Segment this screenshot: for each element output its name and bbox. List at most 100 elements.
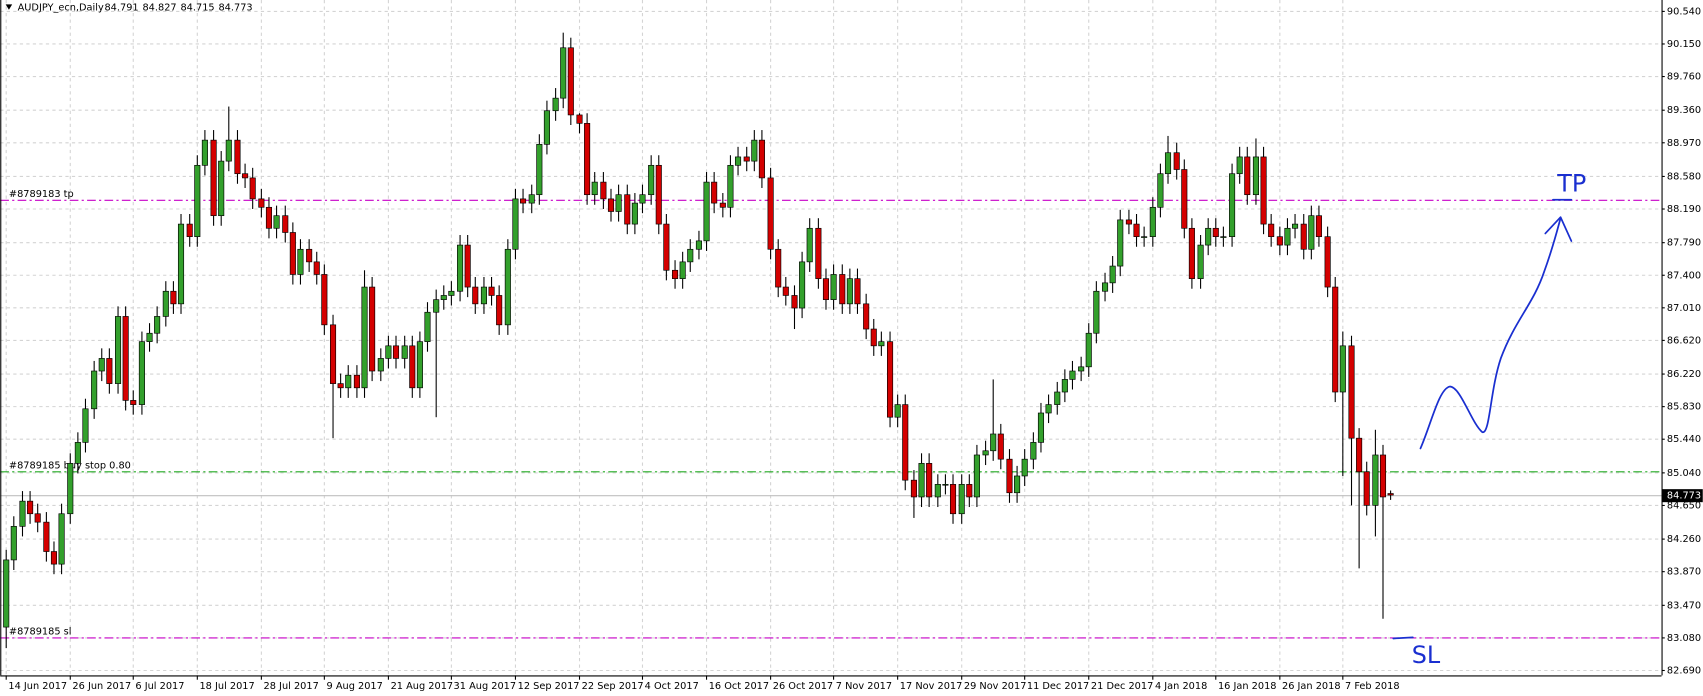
header-arrow [5,4,13,10]
candle-body [282,215,289,233]
candle-body [1093,290,1100,334]
candle-body [43,521,50,552]
candle-body [887,341,894,418]
candle-body [839,274,846,305]
candle-body [982,450,989,456]
candle-body [624,194,631,225]
candle-body [543,110,550,145]
candle-body [775,248,782,288]
candle-body [1315,215,1322,238]
y-tick-label: 83.870 [1667,567,1701,578]
candle-body [1078,366,1085,372]
candle-body [1157,173,1164,208]
candle-body [711,181,718,204]
candle-body [1021,458,1028,477]
tp-annotation: TP [1556,170,1586,198]
candle-body [1252,156,1260,196]
candle-body [353,374,360,389]
candle-body [504,248,511,326]
candle-body [672,269,679,279]
candle-body [50,551,58,565]
candle-body [591,181,598,196]
candle-body [1125,219,1132,225]
candle-body [337,383,344,389]
hand-arrowhead [1544,216,1573,242]
grid [0,0,1662,676]
candle-body [910,479,917,498]
candle-body [210,139,217,217]
candle-body [392,345,400,359]
candle-body [138,341,145,405]
candle-body [894,404,901,418]
candle-body [878,341,885,347]
candle-body [615,194,622,212]
x-tick-label: 22 Sep 2017 [582,681,644,692]
y-tick-label: 82.690 [1667,665,1701,676]
y-tick-label: 84.650 [1667,500,1701,511]
candle-body [74,442,81,464]
candle-body [306,248,313,263]
candle-body [1324,236,1331,288]
y-tick-label: 83.080 [1667,633,1701,644]
header: AUDJPY_ecn,Daily 84.791 84.827 84.715 84… [5,3,253,14]
candle-body [567,47,574,116]
candle-body [1205,227,1212,246]
candle-body [27,500,34,515]
candle-body [1379,454,1387,498]
y-tick-label: 88.190 [1667,204,1701,215]
candle-body [1387,493,1394,496]
candle-body [67,463,74,515]
candle-body [799,261,806,309]
candle-body [679,261,686,279]
candle-body [114,316,122,384]
price-label-box [1661,489,1703,503]
x-tick-label: 4 Jan 2018 [1155,681,1207,692]
candle-body [1348,345,1355,439]
x-tick-label: 4 Oct 2017 [645,681,699,692]
candle-body [3,559,10,628]
y-tick-label: 88.970 [1667,138,1701,149]
candle-body [194,164,201,238]
candle-body [1037,412,1045,443]
candle-body [1284,227,1291,246]
candle-body [58,513,65,565]
low-value: 84.715 [180,3,214,14]
candle-body [815,227,822,279]
candle-body [727,164,734,208]
candle-body [440,295,447,300]
order-level-label: #8789185 sl [9,626,72,637]
candle-body [433,299,440,313]
candle-body [576,114,583,124]
candle-body [480,286,487,305]
hand-curve [1419,217,1562,450]
candle-body [767,177,774,250]
x-tick-label: 11 Dec 2017 [1027,681,1089,692]
hand-drawing: TP SL [1392,170,1586,669]
candle-body [655,164,662,225]
candle-body [177,223,185,305]
x-tick-label: 7 Nov 2017 [836,681,892,692]
x-tick-label: 6 Jul 2017 [135,681,184,692]
candle-body [10,526,17,561]
y-tick-label: 85.830 [1667,402,1701,413]
x-tick-label: 12 Sep 2017 [518,681,580,692]
candle-body [1356,437,1363,473]
y-tick-label: 83.470 [1667,600,1701,611]
candle-body [631,202,638,225]
candle-body [1030,442,1037,460]
y-tick-label: 86.220 [1667,369,1701,380]
candle-body [512,198,519,250]
order-level-label: #8789183 tp [9,189,74,200]
candle-body [902,404,909,481]
candle-body [600,181,607,200]
x-tick-label: 14 Jun 2017 [8,681,67,692]
candle-body [170,290,177,305]
candle-body [846,278,853,305]
candle-body [830,274,837,300]
candle-body [1236,156,1243,175]
candle-body [297,248,304,275]
open-value: 84.791 [104,3,138,14]
candle-body [218,160,225,217]
